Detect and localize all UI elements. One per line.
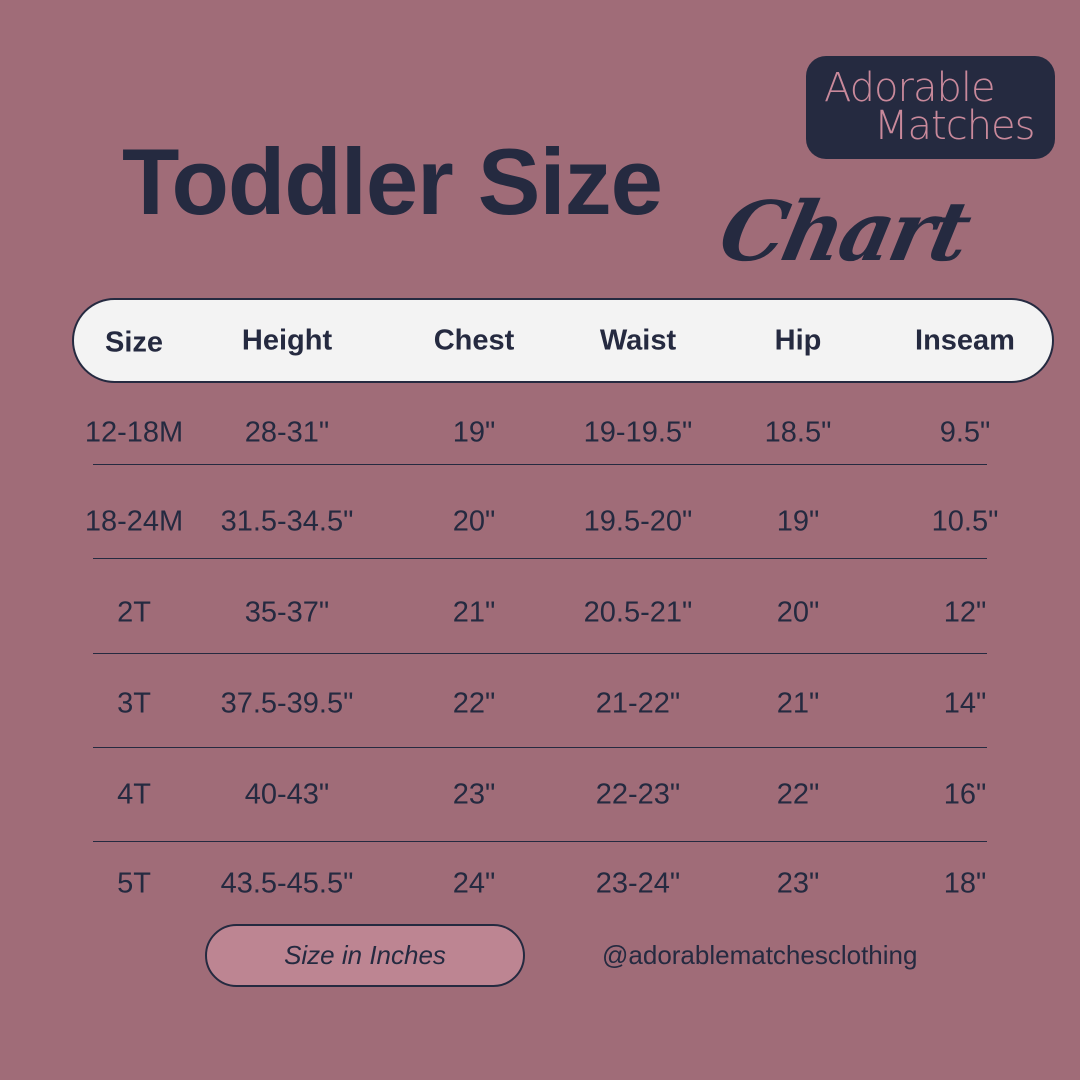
table-cell: 24" [452,867,496,900]
table-cell: 21" [776,687,820,720]
table-cell: 14" [943,687,987,720]
table-cell: 28-31" [244,416,330,449]
table-cell: 22" [452,687,496,720]
table-cell: 3T [117,687,151,720]
brand-line2: Matches [874,103,1035,149]
table-cell: 19.5-20" [583,505,693,538]
table-cell: 22" [776,778,820,811]
row-divider [93,841,987,842]
unit-note: Size in Inches [284,940,446,970]
row-divider [93,464,987,465]
table-cell: 9.5" [939,416,991,449]
table-cell: 16" [943,778,987,811]
table-cell: 4T [117,778,151,811]
row-divider [93,653,987,654]
column-header: Height [241,324,333,357]
table-cell: 37.5-39.5" [220,687,354,720]
table-cell: 19" [776,505,820,538]
table-cell: 20.5-21" [583,596,693,629]
table-cell: 12-18M [84,416,184,449]
page-title-script: Chart [711,184,977,280]
table-cell: 18.5" [764,416,832,449]
table-cell: 20" [452,505,496,538]
table-cell: 2T [117,596,151,629]
row-divider [93,747,987,748]
table-cell: 23" [776,867,820,900]
table-cell: 18-24M [84,505,184,538]
page-title: Toddler Size [122,129,663,234]
table-cell: 22-23" [595,778,681,811]
column-header: Hip [774,324,822,357]
row-divider [93,558,987,559]
social-handle: @adorablematchesclothing [602,940,918,970]
table-cell: 35-37" [244,596,330,629]
table-cell: 23-24" [595,867,681,900]
column-header: Size [104,326,164,359]
column-header: Chest [433,324,515,357]
table-cell: 19-19.5" [583,416,693,449]
table-cell: 31.5-34.5" [220,505,354,538]
table-cell: 5T [117,867,151,900]
brand-logo: Adorable Matches [806,56,1055,159]
table-cell: 40-43" [244,778,330,811]
table-cell: 23" [452,778,496,811]
table-cell: 12" [943,596,987,629]
table-cell: 10.5" [931,505,999,538]
table-cell: 21-22" [595,687,681,720]
table-cell: 21" [452,596,496,629]
unit-note-badge: Size in Inches [205,924,525,987]
column-header: Waist [599,324,677,357]
table-cell: 43.5-45.5" [220,867,354,900]
table-cell: 20" [776,596,820,629]
table-cell: 19" [452,416,496,449]
table-cell: 18" [943,867,987,900]
table-header [72,298,1054,383]
column-header: Inseam [915,324,1015,357]
brand-line1: Adorable [824,65,996,111]
